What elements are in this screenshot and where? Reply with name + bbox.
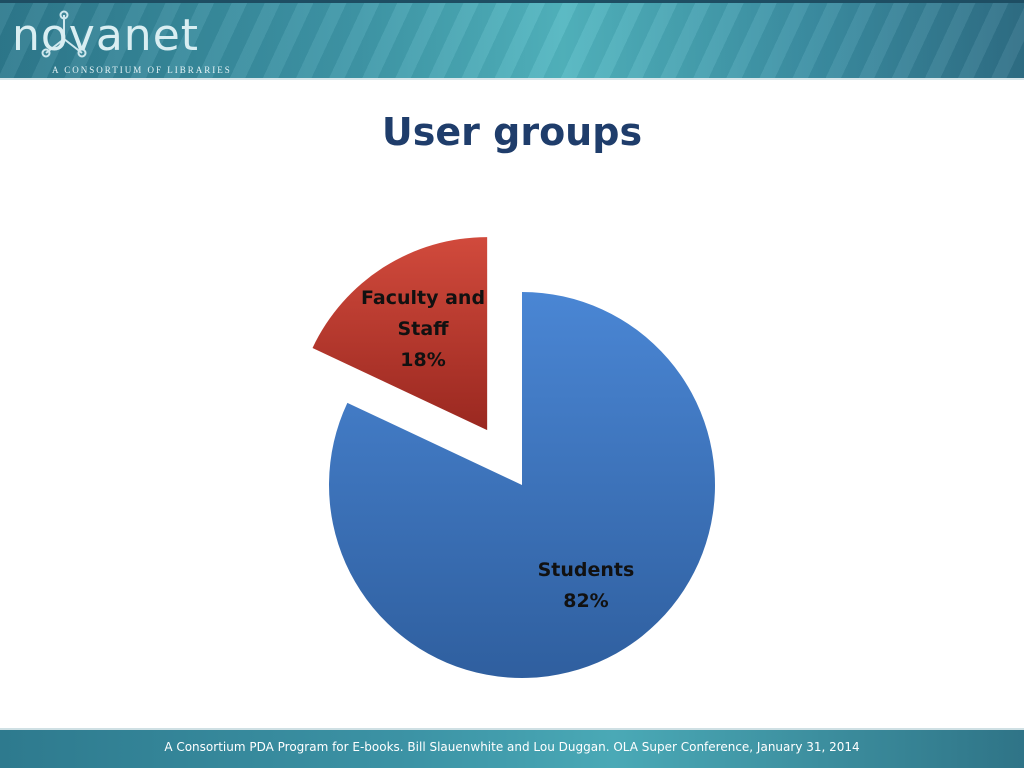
slice-label-faculty-and-staff: Faculty and Staff 18% [358,283,488,376]
slice-label-students: Students 82% [538,555,635,617]
footer-band: A Consortium PDA Program for E-books. Bi… [0,728,1024,768]
slice-label-name: Faculty and Staff [361,286,486,340]
logo-tagline: A CONSORTIUM OF LIBRARIES [52,65,232,75]
slice-label-value: 18% [400,348,446,371]
network-nodes-icon [41,10,87,58]
header-divider [0,78,1024,80]
pie-slice-students [329,292,715,678]
footer-citation: A Consortium PDA Program for E-books. Bi… [164,740,860,754]
pie-slice-faculty-and-staff [312,237,488,431]
slice-label-value: 82% [563,590,609,613]
slide-title: User groups [381,110,643,154]
novanet-logo: novanet A CONSORTIUM OF LIBRARIES [12,9,262,78]
logo-wordmark: novanet [12,10,200,61]
header-band: novanet A CONSORTIUM OF LIBRARIES [0,0,1024,78]
slice-label-name: Students [537,559,635,582]
